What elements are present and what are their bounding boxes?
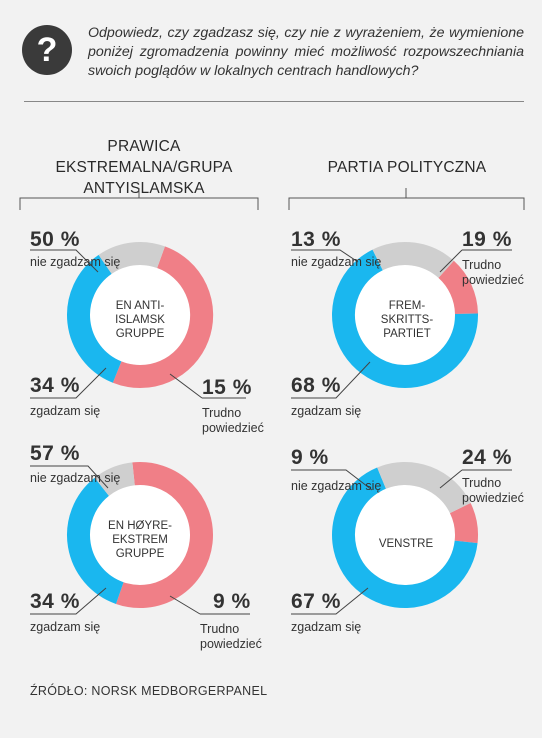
chart1-label-c2: powiedzieć bbox=[462, 273, 524, 287]
chart3-slice-zgadzam bbox=[332, 467, 478, 608]
leader-line-9 bbox=[291, 469, 373, 491]
bracket-left bbox=[19, 188, 259, 210]
group-title-right: PARTIA POLITYCZNA bbox=[327, 159, 487, 176]
chart0-label-c1: Trudno bbox=[202, 406, 242, 420]
chart1-pct-c: 19 % bbox=[462, 228, 512, 251]
chart0-pct-a: 50 % bbox=[30, 228, 80, 251]
leader-line-11 bbox=[439, 469, 512, 489]
chart1-slice-trudno bbox=[372, 242, 454, 279]
chart1-center-label: FREM-SKRITTS-PARTIET bbox=[380, 300, 434, 340]
chart3-slice-nie-zgadzam bbox=[449, 503, 478, 544]
chart0-center-label: EN ANTI-ISLAMSK GRUPPE bbox=[115, 300, 165, 340]
chart3-label-a: nie zgadzam się bbox=[291, 479, 382, 493]
chart0-slice-trudno bbox=[98, 242, 165, 275]
leader-line-6 bbox=[30, 465, 109, 489]
chart0-label-a: nie zgadzam się bbox=[30, 255, 121, 269]
chart3-label-b: zgadzam się bbox=[291, 620, 362, 634]
chart2-pct-c: 9 % bbox=[213, 590, 251, 613]
chart1-slice-zgadzam bbox=[332, 249, 478, 388]
chart3-label-c2: powiedzieć bbox=[462, 491, 524, 505]
chart3-pct-c: 24 % bbox=[462, 446, 512, 469]
chart3-center-label: VENSTRE bbox=[378, 538, 434, 550]
chart0-slice-zgadzam bbox=[67, 254, 122, 383]
chart3-pct-a: 9 % bbox=[291, 446, 329, 469]
chart3-slice-trudno bbox=[377, 462, 471, 514]
chart2-pct-b: 34 % bbox=[30, 590, 80, 613]
leader-line-1 bbox=[30, 367, 107, 399]
source-text: ŹRÓDŁO: NORSK MEDBORGERPANEL bbox=[30, 684, 268, 698]
question-mark-icon: ? bbox=[22, 25, 72, 75]
chart0-label-c2: powiedzieć bbox=[202, 421, 264, 435]
chart1-label-b: zgadzam się bbox=[291, 404, 362, 418]
chart3-label-c1: Trudno bbox=[462, 476, 502, 490]
bracket-right bbox=[288, 188, 525, 210]
chart1-center-circle bbox=[355, 265, 455, 365]
leader-line-3 bbox=[291, 249, 359, 263]
chart2-center-circle bbox=[90, 485, 190, 585]
leader-line-0 bbox=[30, 249, 99, 273]
chart0-slice-nie-zgadzam bbox=[112, 246, 214, 389]
chart1-label-a: nie zgadzam się bbox=[291, 255, 382, 269]
chart2-slice-nie-zgadzam bbox=[116, 462, 213, 608]
leader-line-4 bbox=[291, 361, 371, 399]
chart2-label-c1: Trudno bbox=[200, 622, 240, 636]
chart0-pct-c: 15 % bbox=[202, 376, 252, 399]
group-title-left: PRAWICA EKSTREMALNA/GRUPA ANTYISLAMSKA bbox=[55, 138, 233, 197]
divider bbox=[24, 101, 524, 102]
chart2-slice-trudno bbox=[94, 462, 136, 497]
chart1-slice-nie-zgadzam bbox=[438, 260, 478, 315]
chart1-pct-a: 13 % bbox=[291, 228, 341, 251]
question-text: Odpowiedz, czy zgadzasz się, czy nie z w… bbox=[88, 25, 524, 79]
chart2-label-c2: powiedzieć bbox=[200, 637, 262, 651]
chart3-pct-b: 67 % bbox=[291, 590, 341, 613]
leader-line-2 bbox=[169, 373, 246, 399]
leader-line-8 bbox=[169, 595, 250, 615]
chart2-pct-a: 57 % bbox=[30, 442, 80, 465]
chart2-label-a: nie zgadzam się bbox=[30, 471, 121, 485]
leader-line-5 bbox=[439, 249, 512, 273]
chart2-slice-zgadzam bbox=[67, 477, 124, 604]
chart0-label-b: zgadzam się bbox=[30, 404, 101, 418]
chart0-pct-b: 34 % bbox=[30, 374, 80, 397]
leader-line-7 bbox=[30, 587, 107, 615]
chart0-center-circle bbox=[90, 265, 190, 365]
chart3-center-circle bbox=[355, 485, 455, 585]
chart1-label-c1: Trudno bbox=[462, 258, 502, 272]
chart1-pct-b: 68 % bbox=[291, 374, 341, 397]
chart2-center-label: EN HØYRE-EKSTREM GRUPPE bbox=[108, 520, 172, 560]
leader-line-10 bbox=[291, 587, 369, 615]
chart2-label-b: zgadzam się bbox=[30, 620, 101, 634]
